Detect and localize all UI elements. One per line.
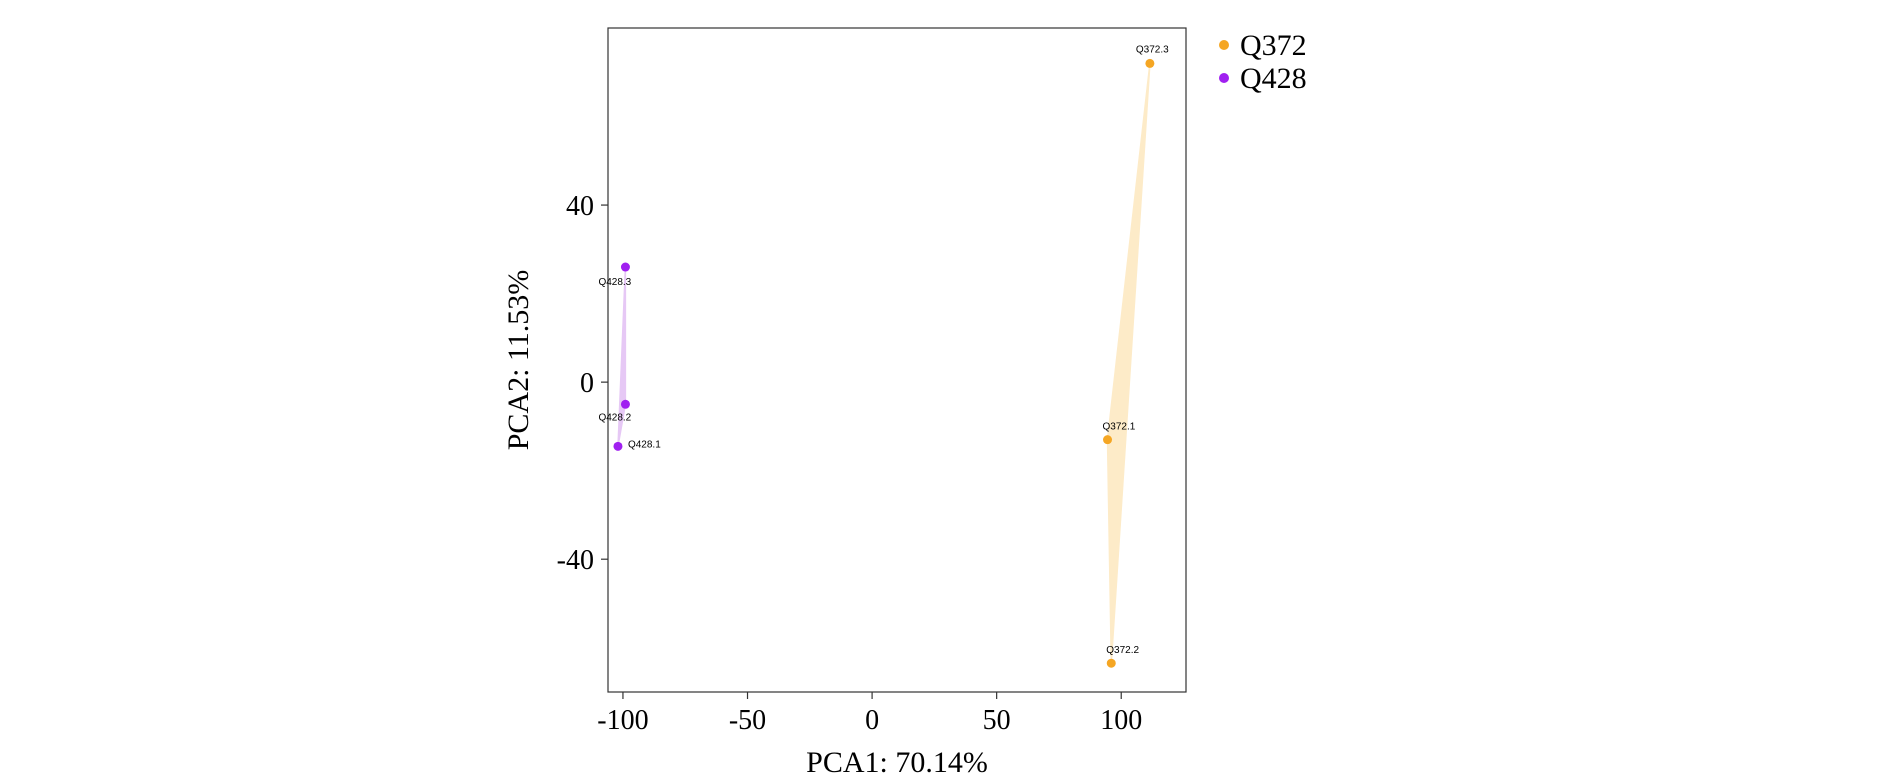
x-tick-label: 50	[983, 705, 1011, 736]
legend-marker-q428	[1219, 73, 1229, 83]
y-tick-label: 40	[566, 191, 594, 222]
plot-frame	[607, 27, 1187, 693]
x-axis: -100 -50 0 50 100	[597, 692, 1142, 736]
x-tick-label: 0	[865, 705, 879, 736]
y-axis: -40 0 40	[557, 191, 608, 576]
hull-q372	[1106, 62, 1151, 664]
point-q372-2	[1106, 658, 1116, 668]
group-hulls	[617, 62, 1151, 664]
point-q428-2	[620, 399, 630, 409]
x-tick-label: -50	[729, 705, 766, 736]
y-tick-label: -40	[557, 545, 594, 576]
legend-marker-q372	[1219, 40, 1229, 50]
point-label: Q428.2	[598, 412, 631, 423]
data-points: Q372.1 Q372.2 Q372.3 Q428.1 Q428.2 Q428.3	[598, 44, 1169, 668]
point-q372-1	[1103, 435, 1113, 445]
x-tick-label: 100	[1100, 705, 1142, 736]
point-label: Q372.1	[1103, 422, 1136, 433]
x-axis-title: PCA1: 70.14%	[806, 746, 988, 779]
point-label: Q372.3	[1136, 44, 1169, 55]
point-label: Q372.2	[1106, 645, 1139, 656]
legend-label-q372: Q372	[1240, 29, 1307, 62]
point-label: Q428.1	[628, 439, 661, 450]
y-tick-label: 0	[580, 368, 594, 399]
point-q428-1	[613, 441, 623, 451]
point-label: Q428.3	[598, 277, 631, 288]
legend-label-q428: Q428	[1240, 62, 1307, 95]
point-q372-3	[1145, 58, 1155, 68]
x-tick-label: -100	[597, 705, 648, 736]
y-axis-title: PCA2: 11.53%	[502, 270, 535, 451]
point-q428-3	[620, 262, 630, 272]
